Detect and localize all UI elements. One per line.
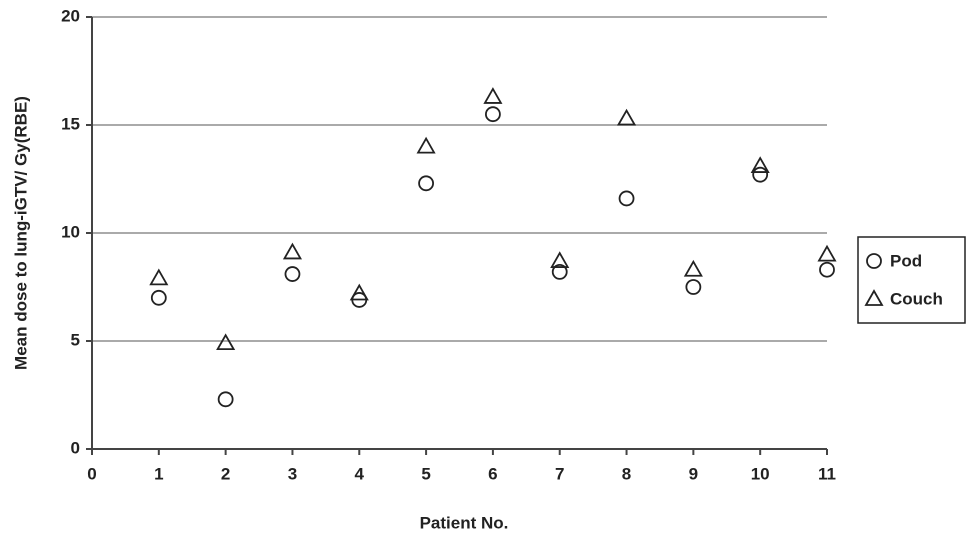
y-axis-label: Mean dose to lung-iGTV/ Gy(RBE) [11,96,30,370]
x-tick-label: 1 [154,464,163,483]
point [416,136,436,154]
legend-marker [866,253,882,269]
x-tick-label: 10 [751,464,770,483]
legend-label: Pod [890,251,922,270]
point [752,166,769,183]
x-tick-label: 5 [421,464,430,483]
point [817,244,837,262]
x-tick-label: 3 [288,464,297,483]
x-tick-label: 2 [221,464,230,483]
y-tick-label: 0 [71,438,80,457]
x-tick-label: 9 [689,464,698,483]
point [483,87,503,104]
point [217,391,234,408]
y-tick-label: 20 [61,6,80,25]
x-tick-label: 7 [555,464,564,483]
point [618,190,635,207]
x-axis-label: Patient No. [420,513,509,532]
point [149,268,169,286]
x-tick-label: 4 [355,464,365,483]
x-tick-label: 8 [622,464,631,483]
x-tick-label: 0 [87,464,96,483]
point [485,106,501,123]
x-tick-label: 11 [818,464,836,483]
point [685,279,702,295]
point [284,266,301,282]
point [750,156,770,173]
point [550,251,570,268]
x-tick-label: 6 [488,464,497,483]
point [418,175,434,192]
legend-marker [864,289,884,306]
y-tick-label: 5 [71,330,80,349]
point [616,108,637,126]
point [349,283,369,301]
point [282,242,303,260]
legend-label: Couch [890,289,943,308]
point [683,259,703,277]
y-tick-label: 15 [61,114,80,133]
point [819,261,835,278]
point [150,289,167,306]
point [551,263,568,280]
legend-box [857,236,966,324]
point [216,333,236,351]
y-tick-label: 10 [61,222,80,241]
